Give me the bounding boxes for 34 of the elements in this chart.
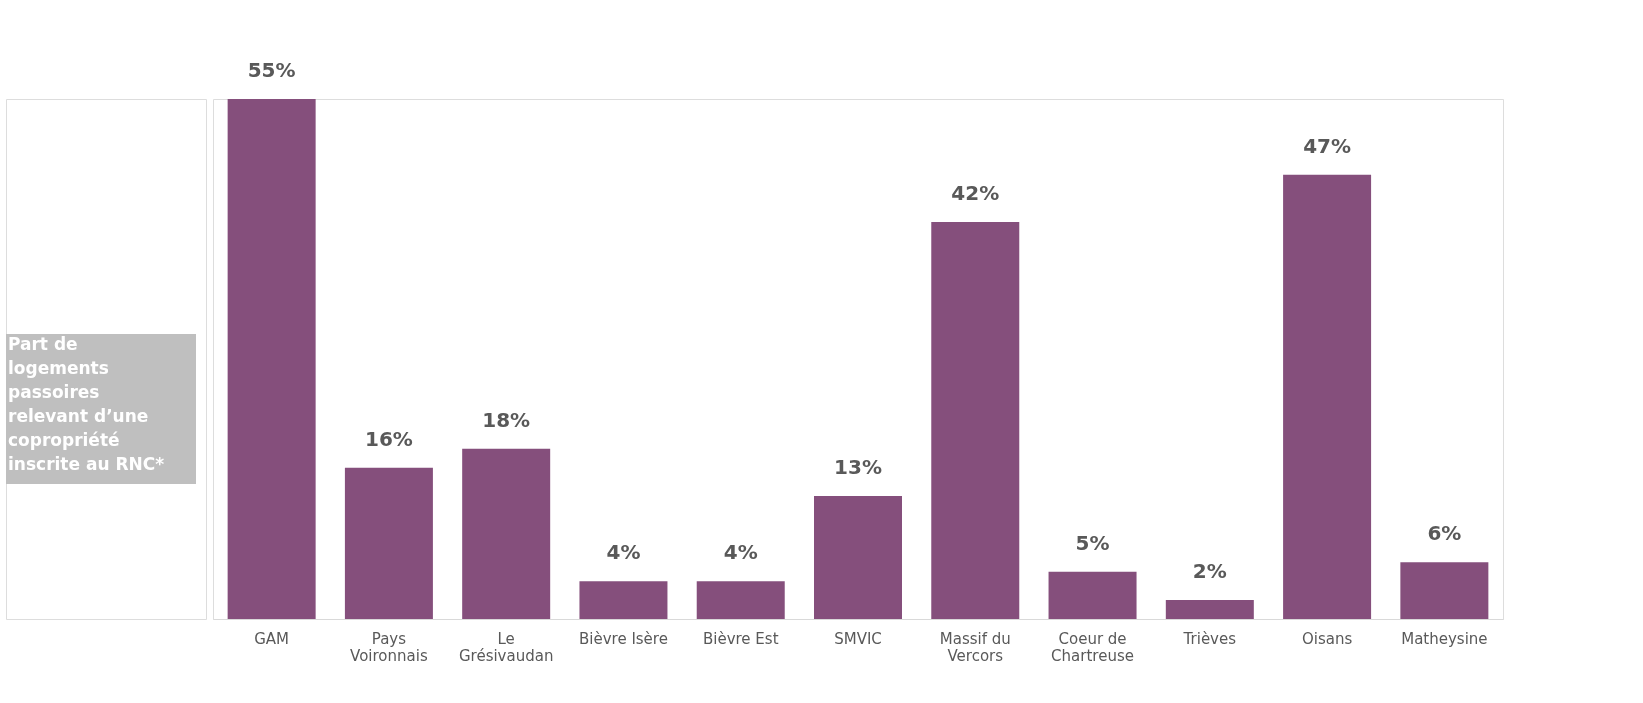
data-label: 13% bbox=[834, 455, 882, 480]
bar bbox=[1165, 600, 1254, 619]
bar bbox=[579, 581, 668, 619]
x-tick-label: Coeur de Chartreuse bbox=[1051, 629, 1134, 665]
x-tick-label: Matheysine bbox=[1401, 629, 1488, 648]
bar bbox=[344, 467, 433, 619]
x-tick-label: GAM bbox=[254, 629, 290, 648]
data-label: 18% bbox=[482, 407, 531, 432]
data-label: 55% bbox=[247, 58, 296, 82]
x-tick-label: Trièves bbox=[1182, 629, 1237, 648]
bar bbox=[1283, 174, 1372, 619]
data-label: 4% bbox=[723, 540, 758, 565]
bar bbox=[462, 448, 551, 619]
data-label: 2% bbox=[1192, 559, 1227, 584]
bar bbox=[696, 581, 785, 619]
bar bbox=[1400, 562, 1489, 619]
data-label: 5% bbox=[1075, 530, 1110, 555]
bar bbox=[814, 496, 902, 619]
data-label: 42% bbox=[951, 180, 1000, 205]
x-tick-label: Massif du Vercors bbox=[939, 629, 1011, 665]
x-tick-label: Oisans bbox=[1301, 629, 1353, 648]
data-label: 6% bbox=[1427, 521, 1462, 546]
x-tick-label: Pays Voironnais bbox=[350, 629, 428, 665]
x-tick-label: Bièvre Isère bbox=[578, 629, 668, 648]
x-tick-label: Bièvre Est bbox=[702, 629, 779, 648]
x-tick-label: SMVIC bbox=[834, 629, 882, 648]
bar bbox=[227, 99, 316, 619]
bar bbox=[1048, 571, 1137, 619]
y-axis-title: Part de logements passoires relevant d’une copropriété inscrite au RNC* bbox=[8, 334, 165, 474]
data-label: 4% bbox=[606, 540, 641, 565]
data-label: 47% bbox=[1303, 133, 1352, 158]
x-tick-label: Le Grésivaudan bbox=[458, 629, 554, 665]
data-label: 16% bbox=[364, 426, 413, 451]
bar bbox=[931, 221, 1020, 619]
